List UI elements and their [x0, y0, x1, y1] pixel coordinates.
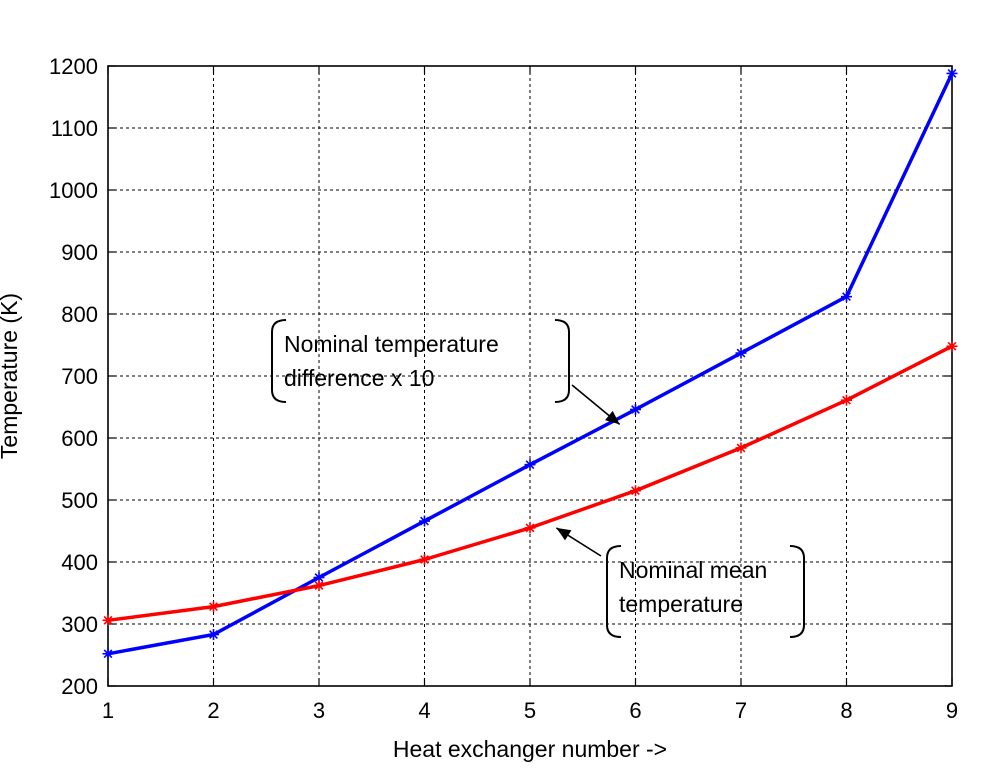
- x-tick-label: 9: [946, 698, 958, 723]
- y-tick-label: 1100: [51, 116, 98, 141]
- x-tick-label: 8: [840, 698, 852, 723]
- annotation-mean: Nominal mean temperature: [555, 527, 805, 638]
- y-tick-label: 200: [61, 674, 98, 699]
- annotation-bracket-right: [554, 319, 570, 403]
- data-point-difference: [524, 459, 536, 471]
- annotation-bracket-right: [789, 545, 805, 638]
- annotation-text-line: Nominal temperature: [284, 331, 499, 357]
- y-tick-label: 1000: [49, 178, 98, 203]
- x-tick-label: 3: [313, 698, 325, 723]
- data-point-mean: [630, 485, 641, 497]
- data-point-mean: [735, 442, 747, 454]
- series-difference: [102, 67, 958, 660]
- grid-layer: [108, 66, 952, 686]
- y-tick-label: 900: [61, 240, 98, 265]
- data-point-difference: [630, 403, 641, 415]
- y-tick-label: 600: [61, 426, 98, 451]
- annotation-difference: Nominal temperature difference x 10: [271, 319, 621, 425]
- annotation-text-line: difference x 10: [284, 365, 434, 391]
- data-point-difference: [735, 347, 747, 359]
- x-tick-label: 5: [524, 698, 536, 723]
- data-point-mean: [419, 554, 430, 566]
- annotation-bracket-left: [606, 545, 622, 638]
- data-point-difference: [419, 515, 430, 527]
- x-tick-label: 2: [207, 698, 219, 723]
- y-tick-label: 1200: [49, 54, 98, 79]
- x-axis-label: Heat exchanger number ->: [393, 736, 667, 762]
- y-axis-label: Temperature (K): [0, 293, 22, 459]
- data-point-mean: [313, 580, 325, 592]
- data-point-difference: [313, 572, 325, 583]
- data-point-mean: [102, 614, 114, 626]
- y-tick-label: 500: [61, 488, 98, 513]
- annotation-arrow-head: [556, 527, 572, 541]
- data-point-difference: [841, 291, 852, 303]
- y-tick-label: 400: [61, 550, 98, 575]
- data-point-mean: [524, 522, 536, 534]
- x-tick-label: 7: [735, 698, 747, 723]
- data-point-difference: [208, 629, 219, 641]
- y-tick-label: 300: [61, 612, 98, 637]
- series-mean: [102, 340, 958, 626]
- series-layer: [102, 67, 958, 660]
- data-point-mean: [946, 340, 958, 352]
- data-point-difference: [102, 648, 114, 660]
- data-point-mean: [841, 394, 852, 406]
- series-line-mean: [107, 344, 953, 623]
- x-tick-label: 6: [629, 698, 641, 723]
- annotation-bracket-left: [271, 319, 287, 403]
- annotation-text-line: temperature: [619, 591, 743, 617]
- y-tick-label: 800: [61, 302, 98, 327]
- tick-layer: 1 2 3 4 5 6 7 8 9 200 300 400 500 600 700 800 900 1000 110…: [49, 54, 958, 723]
- data-point-mean: [208, 601, 219, 613]
- data-point-difference: [946, 67, 958, 79]
- annotation-text-line: Nominal mean: [619, 557, 767, 583]
- y-tick-label: 700: [61, 364, 98, 389]
- annotation-arrow-head: [605, 410, 620, 425]
- x-tick-label: 4: [418, 698, 430, 723]
- x-tick-label: 1: [102, 698, 114, 723]
